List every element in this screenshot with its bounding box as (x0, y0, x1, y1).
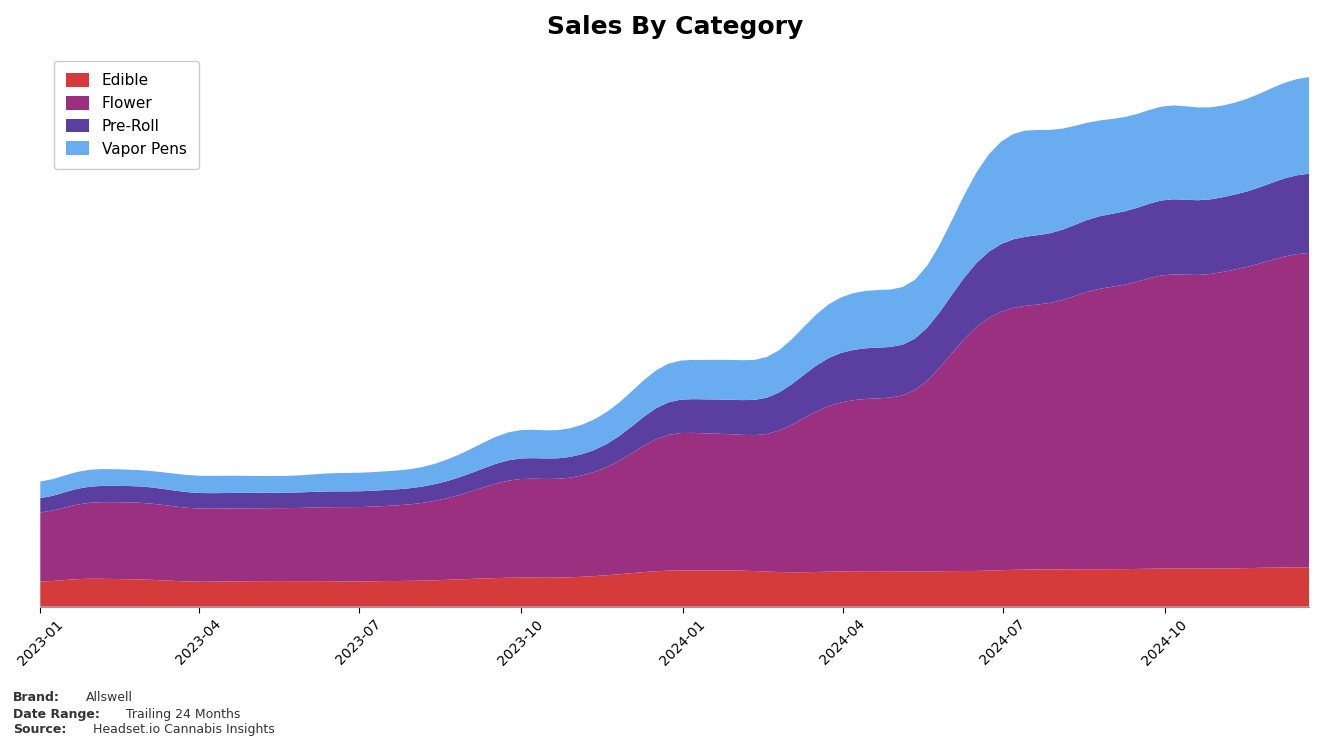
Text: Brand:: Brand: (13, 692, 60, 704)
Text: Date Range:: Date Range: (13, 708, 101, 720)
Text: Source:: Source: (13, 723, 66, 736)
Text: Trailing 24 Months: Trailing 24 Months (126, 708, 240, 720)
Text: Headset.io Cannabis Insights: Headset.io Cannabis Insights (93, 723, 274, 736)
Text: Allswell: Allswell (86, 692, 132, 704)
Title: Sales By Category: Sales By Category (547, 15, 802, 39)
Legend: Edible, Flower, Pre-Roll, Vapor Pens: Edible, Flower, Pre-Roll, Vapor Pens (54, 61, 199, 168)
